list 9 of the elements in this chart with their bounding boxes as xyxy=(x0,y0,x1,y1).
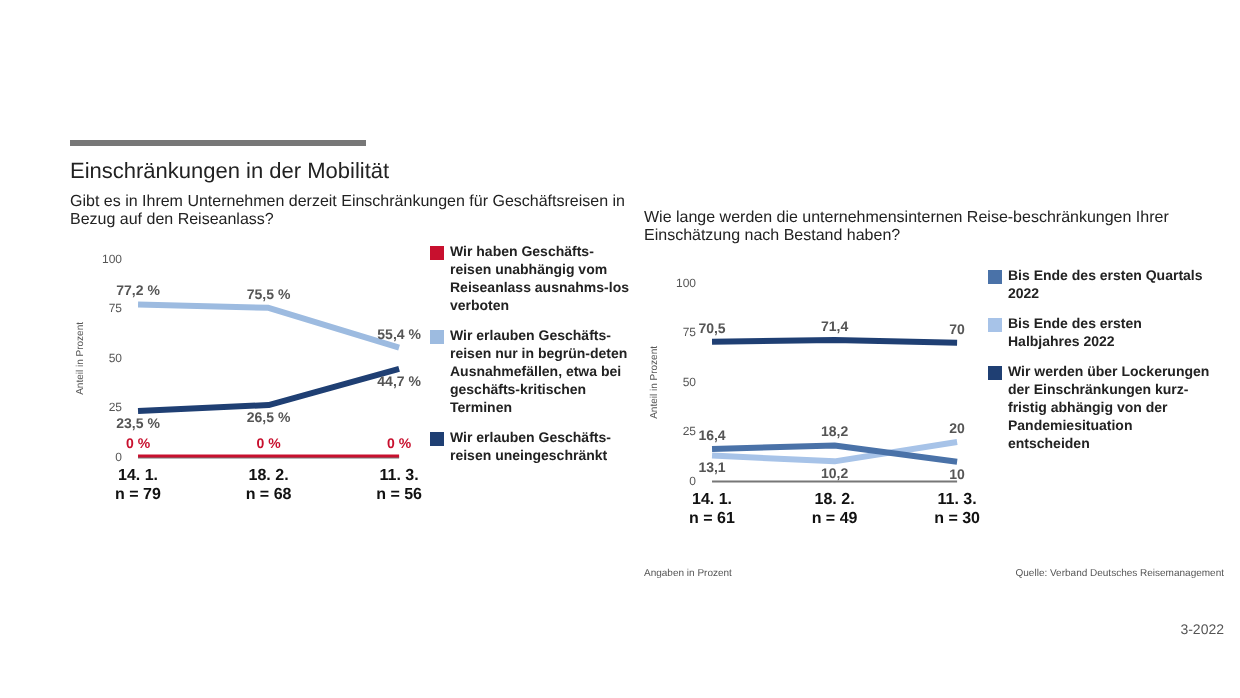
x-tick-label: 14. 1. n = 79 xyxy=(115,465,163,503)
x-tick-label: 11. 3. n = 30 xyxy=(934,489,982,527)
chart-title: Wie lange werden die unternehmensinternen Reise-beschränkungen Ihrer Einschätzung nach Bestand haben? xyxy=(644,208,1171,248)
x-tick-label: 14. 1. n = 61 xyxy=(689,489,737,527)
x-tick-label: 18. 2. n = 49 xyxy=(811,489,859,527)
x-tick-label: 18. 2. n = 68 xyxy=(245,465,293,503)
chart-subtitle: Gibt es in Ihrem Unternehmen derzeit Einschränkungen für Geschäftsreisen in Bezug auf den Reiseanlass? xyxy=(70,192,627,228)
chart-title: Einschränkungen in der Mobilität xyxy=(70,160,392,184)
x-tick-label: 11. 3. n = 56 xyxy=(376,465,424,503)
